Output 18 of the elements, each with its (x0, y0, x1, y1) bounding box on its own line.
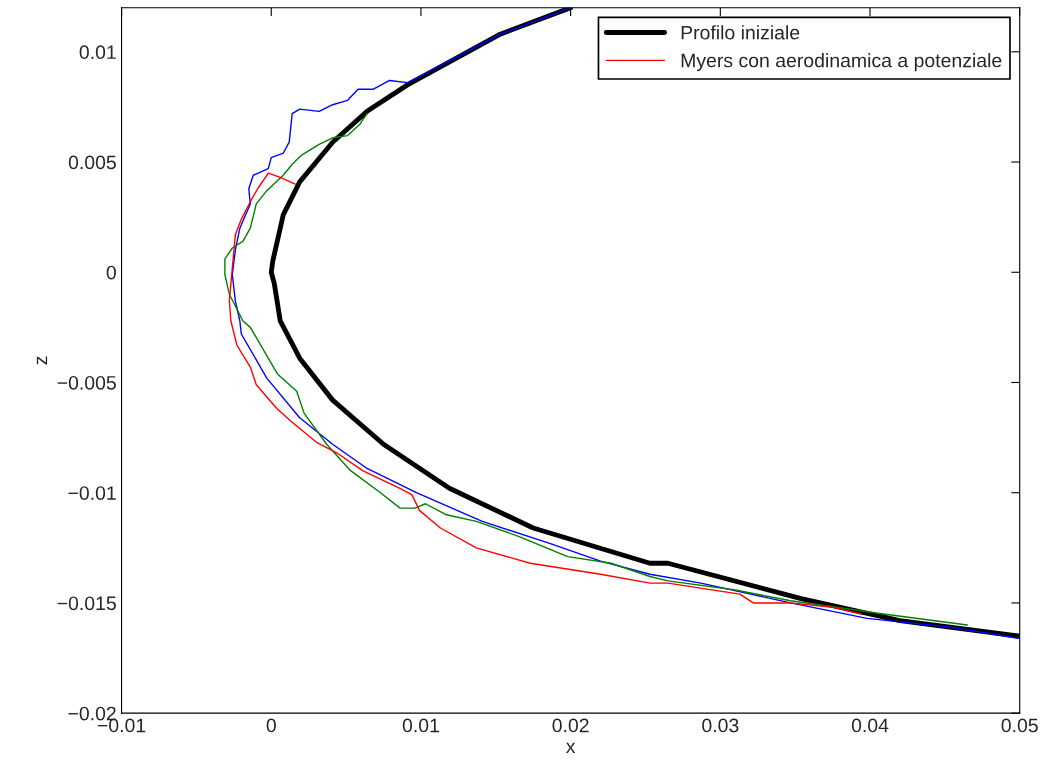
x-tick-label: 0.05 (1001, 718, 1038, 733)
x-tick-label: 0.03 (702, 718, 739, 733)
x-tick-label: 0.04 (851, 718, 889, 733)
legend-label: Myers con aerodinamica a potenziale (681, 53, 1002, 72)
x-tick-label: 0.01 (402, 718, 439, 733)
line-series (228, 172, 862, 615)
y-tick-label: 0.005 (68, 155, 116, 170)
y-tick-label: −0.005 (57, 375, 116, 390)
x-axis-title: x (565, 742, 576, 754)
y-tick-label: 0.01 (79, 45, 116, 60)
legend-label: Profilo iniziale (681, 25, 800, 40)
y-axis-title: z (36, 356, 48, 365)
x-tick-label: 0 (266, 718, 276, 733)
line-series (224, 112, 969, 626)
x-tick-label: 0.02 (552, 718, 589, 733)
y-tick-label: 0 (106, 265, 116, 280)
y-tick-label: −0.01 (68, 486, 116, 500)
y-tick-label: −0.015 (57, 596, 116, 611)
